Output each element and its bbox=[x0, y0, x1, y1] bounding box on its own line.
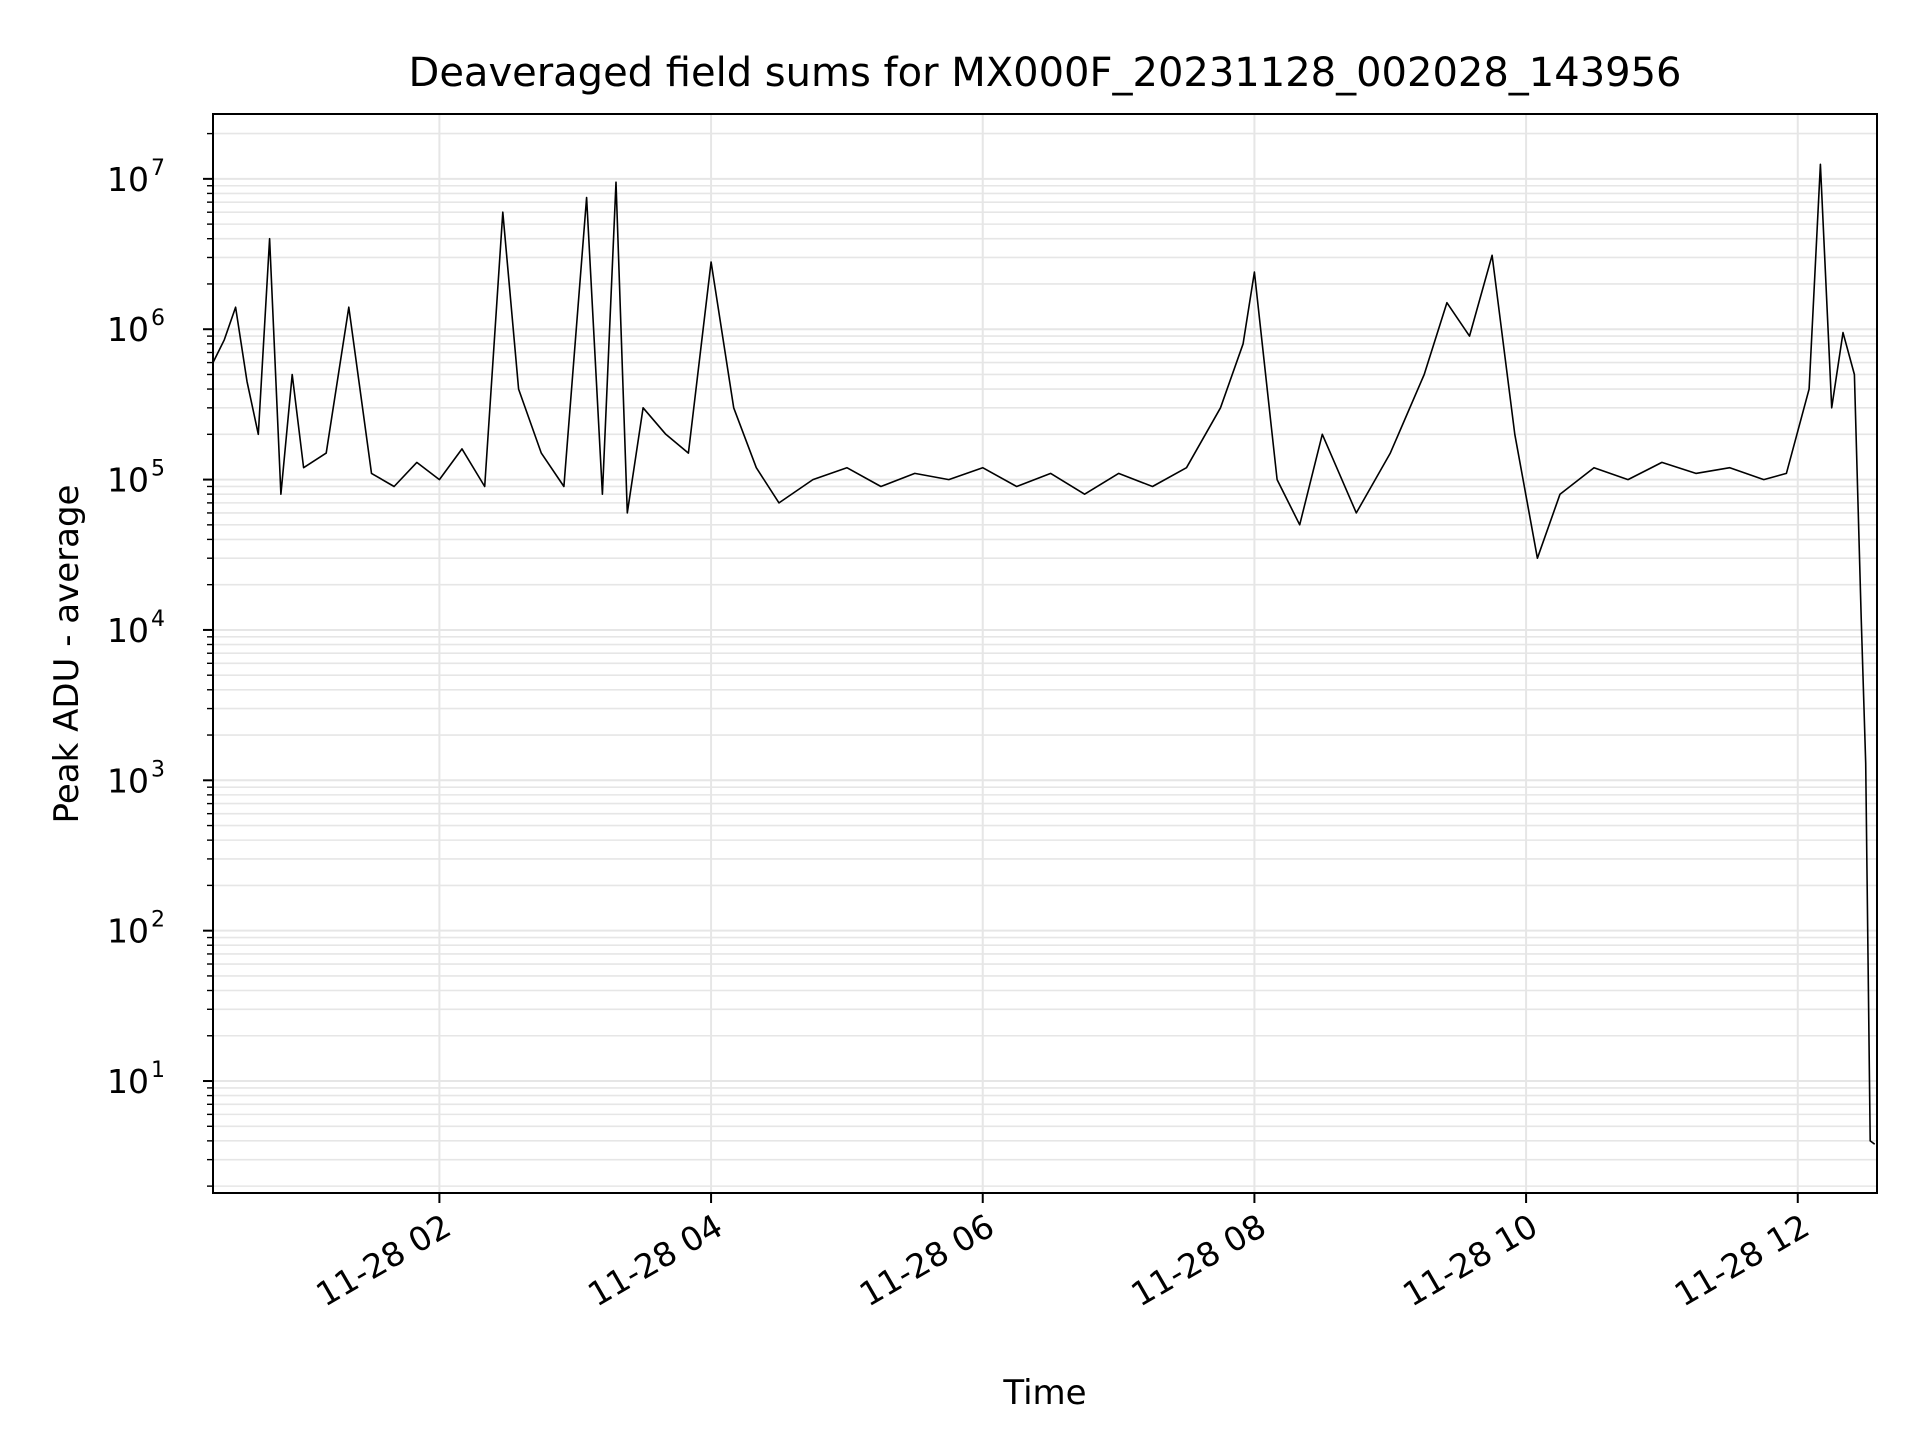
y-tick-exponent: 5 bbox=[151, 457, 165, 482]
y-tick-exponent: 6 bbox=[151, 306, 165, 331]
y-tick-label: 10 bbox=[107, 310, 149, 349]
chart-title: Deaveraged field sums for MX000F_2023112… bbox=[409, 50, 1682, 96]
y-tick-label: 10 bbox=[107, 461, 149, 500]
series-line bbox=[212, 163, 1876, 1145]
grid bbox=[213, 114, 1877, 1193]
y-axis-label: Peak ADU - average bbox=[47, 485, 87, 824]
y-tick-exponent: 1 bbox=[151, 1058, 165, 1083]
y-tick-exponent: 3 bbox=[151, 757, 165, 782]
series bbox=[212, 163, 1876, 1145]
y-tick-exponent: 4 bbox=[151, 607, 165, 632]
y-tick-label: 10 bbox=[107, 761, 149, 800]
x-axis-label: Time bbox=[1002, 1373, 1086, 1413]
y-tick-exponent: 2 bbox=[151, 908, 165, 933]
y-tick-exponent: 7 bbox=[151, 156, 165, 181]
y-tick-label: 10 bbox=[107, 160, 149, 199]
y-tick-label: 10 bbox=[107, 611, 149, 650]
y-tick-label: 10 bbox=[107, 1062, 149, 1101]
y-tick-label: 10 bbox=[107, 912, 149, 951]
